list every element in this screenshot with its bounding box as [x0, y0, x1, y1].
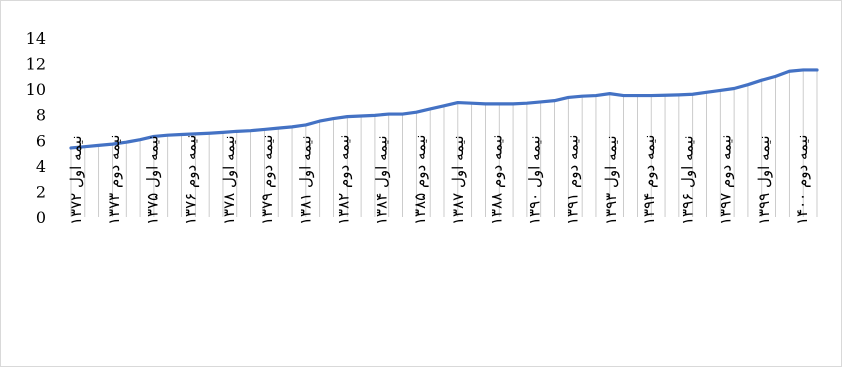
- x-tick-label: نیمه اول ۱۳۸۷: [449, 136, 467, 226]
- x-tick-label: نیمه اول ۱۳۷۵: [143, 136, 161, 226]
- x-tick-label: نیمه اول ۱۳۷۸: [220, 136, 238, 226]
- x-tick-label: نیمه اول ۱۳۹۰: [526, 136, 544, 226]
- y-tick-label: 8: [36, 106, 46, 125]
- y-tick-label: 14: [26, 29, 46, 48]
- y-tick-label: 12: [26, 55, 46, 74]
- series-line: [69, 68, 819, 150]
- drop-lines: [70, 69, 818, 217]
- x-tick-label: نیمه دوم ۱۳۷۳: [105, 135, 123, 225]
- x-tick-label: نیمه دوم ۱۳۹۴: [640, 135, 658, 225]
- x-tick-label: نیمه دوم ۱۴۰۰: [793, 135, 811, 225]
- x-tick-label: نیمه اول ۱۳۹۳: [602, 136, 620, 226]
- x-tick-label: نیمه دوم ۱۳۷۶: [182, 135, 200, 225]
- x-tick-label: نیمه اول ۱۳۸۴: [373, 136, 391, 226]
- x-tick-label: نیمه دوم ۱۳۹۱: [564, 135, 582, 225]
- x-tick-label: نیمه اول ۱۳۸۱: [296, 136, 314, 226]
- x-tick-label: نیمه اول ۱۳۹۶: [678, 136, 696, 226]
- y-tick-label: 6: [36, 131, 46, 150]
- y-axis: 0 2 4 6 8 10 12 14: [26, 29, 46, 227]
- y-tick-label: 0: [36, 208, 46, 227]
- y-tick-label: 10: [26, 80, 46, 99]
- y-tick-label: 4: [36, 157, 46, 176]
- x-tick-label: نیمه دوم ۱۳۸۵: [411, 135, 429, 225]
- x-tick-label: نیمه دوم ۱۳۸۲: [334, 135, 352, 225]
- x-axis: نیمه اول ۱۳۷۲ نیمه دوم ۱۳۷۳ نیمه اول ۱۳۷۵ ن…: [67, 135, 811, 225]
- x-tick-label: نیمه دوم ۱۳۷۹: [258, 135, 276, 225]
- y-tick-label: 2: [36, 182, 46, 201]
- x-tick-label: نیمه اول ۱۳۹۹: [755, 136, 773, 226]
- x-tick-label: نیمه دوم ۱۳۸۸: [487, 135, 505, 225]
- x-tick-label: نیمه اول ۱۳۷۲: [67, 136, 85, 226]
- x-tick-label: نیمه دوم ۱۳۹۷: [717, 135, 735, 225]
